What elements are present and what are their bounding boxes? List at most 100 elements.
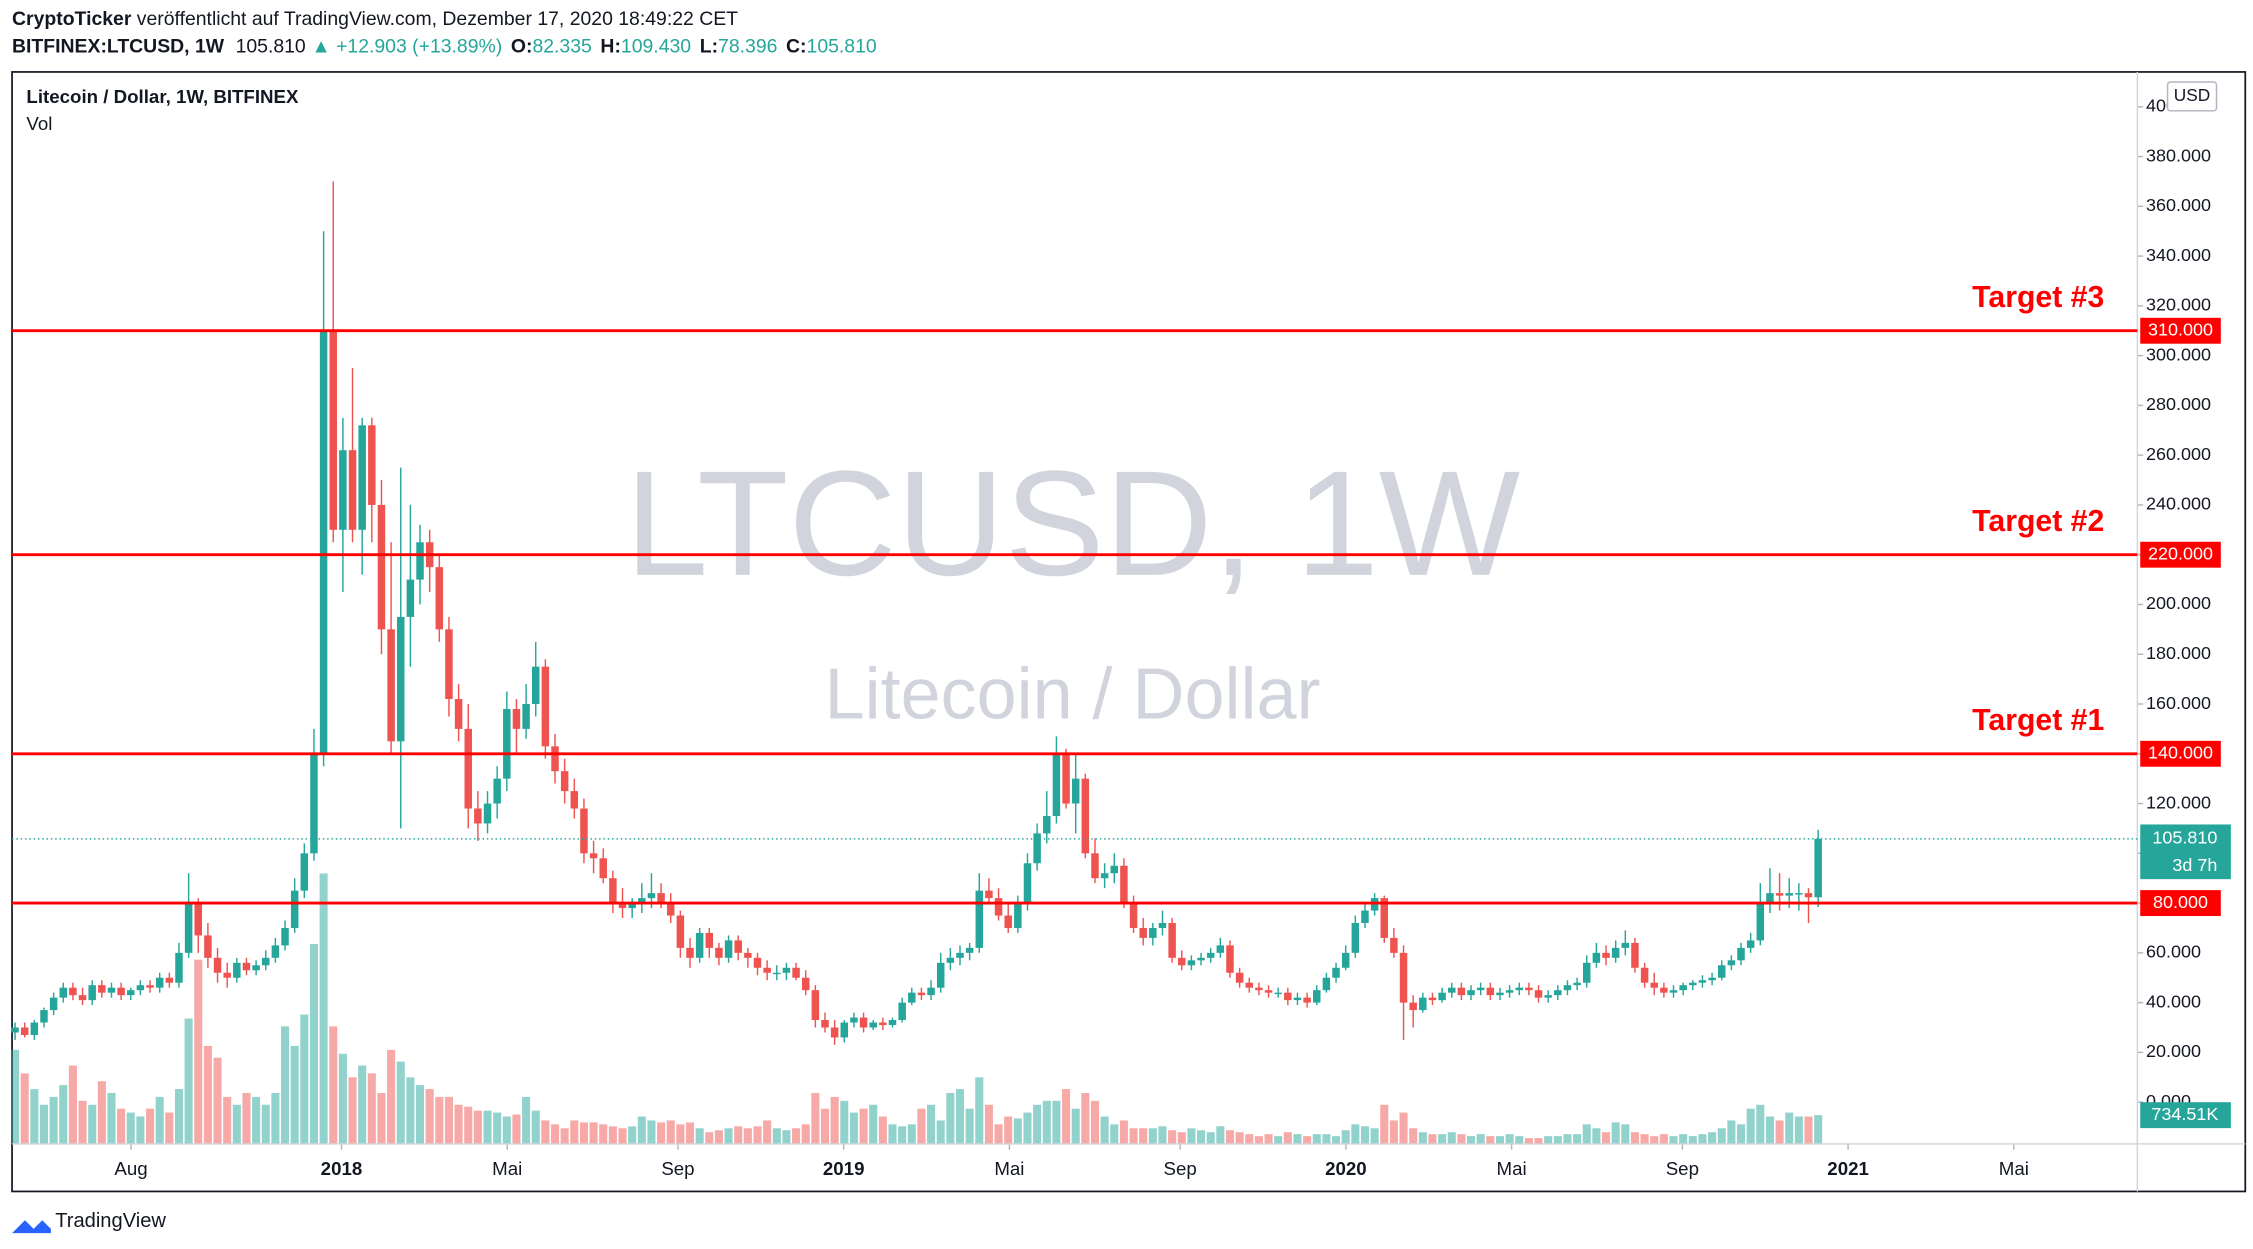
candle-body	[1120, 865, 1128, 904]
candle-body	[117, 987, 125, 996]
x-tick-label: Mai	[1497, 1158, 1527, 1179]
volume-bar	[666, 1120, 675, 1144]
candle-body	[1737, 947, 1745, 961]
currency-box[interactable]	[2166, 81, 2218, 112]
volume-bar	[473, 1110, 482, 1144]
candle-body	[859, 1017, 868, 1028]
candle-body	[1168, 922, 1176, 958]
volume-bar	[155, 1096, 164, 1144]
volume-bar	[1042, 1100, 1051, 1144]
volume-bar	[541, 1120, 550, 1144]
candle-body	[782, 967, 791, 973]
y-tick-label: 160.000	[2146, 693, 2211, 713]
volume-bar	[1187, 1128, 1196, 1144]
candle-body	[1515, 987, 1523, 991]
candle-body	[1255, 987, 1263, 991]
volume-bar	[734, 1126, 743, 1144]
volume-bar	[522, 1096, 531, 1144]
candle-body	[1332, 967, 1340, 978]
candle-body	[1621, 942, 1630, 948]
level-label: 220.000	[2148, 543, 2213, 563]
candle-body	[946, 957, 955, 963]
volume-bar	[695, 1128, 704, 1144]
candle-body	[281, 927, 289, 946]
volume-bar	[782, 1130, 791, 1144]
volume-bar	[1457, 1134, 1466, 1144]
chart-title: Litecoin / Dollar, 1W, BITFINEX	[26, 86, 299, 107]
candle-body	[1274, 992, 1282, 995]
volume-bar	[194, 959, 203, 1144]
volume-bar	[1669, 1136, 1678, 1144]
c-label: C:	[786, 36, 806, 58]
volume-bar	[946, 1092, 955, 1144]
volume-bar	[608, 1126, 617, 1144]
candle-body	[1496, 992, 1504, 996]
volume-bar	[223, 1096, 232, 1144]
candle-body	[1448, 987, 1456, 993]
candle-body	[1361, 910, 1369, 923]
volume-bar	[1399, 1112, 1408, 1144]
volume-bar	[174, 1089, 184, 1144]
candle-body	[1679, 985, 1687, 991]
candle-body	[1804, 893, 1813, 898]
candle-body	[11, 1027, 19, 1033]
candle-body	[184, 903, 193, 953]
candle-body	[1486, 987, 1495, 996]
volume-bar	[406, 1077, 415, 1144]
candle-body	[1284, 992, 1292, 1001]
candle-body	[40, 1010, 48, 1023]
volume-bar	[657, 1122, 666, 1144]
candle-body	[1438, 992, 1446, 1001]
volume-bar	[338, 1053, 347, 1144]
volume-bar	[714, 1130, 723, 1144]
volume-bar	[531, 1110, 540, 1144]
change: ▲ +12.903 (+13.89%)	[311, 36, 502, 58]
volume-bar	[1621, 1124, 1630, 1144]
candle-body	[127, 990, 135, 996]
candle-body	[454, 699, 463, 729]
candle-body	[1226, 945, 1234, 973]
candle-body	[1573, 982, 1581, 986]
candle-body	[917, 992, 926, 996]
candle-body	[1206, 952, 1215, 958]
candle-body	[1689, 982, 1697, 986]
volume-bar	[59, 1085, 68, 1144]
candle-body	[773, 972, 781, 975]
volume-bar	[676, 1124, 685, 1144]
volume-bar	[1274, 1136, 1283, 1144]
y-tick-label: 320.000	[2146, 295, 2211, 315]
last-volume-label: 734.51K	[2151, 1104, 2218, 1124]
volume-bar	[955, 1089, 965, 1144]
level-tag	[2140, 890, 2221, 917]
volume-bar	[1245, 1134, 1254, 1144]
y-tick-label: 40.000	[2146, 991, 2201, 1011]
x-tick-label: Sep	[1666, 1158, 1699, 1179]
volume-bar	[1573, 1134, 1582, 1144]
volume-bar	[348, 1077, 357, 1144]
x-tick-label: 2020	[1325, 1158, 1367, 1179]
volume-bar	[300, 1014, 309, 1144]
candle-body	[1583, 962, 1591, 983]
volume-bar	[1524, 1138, 1533, 1144]
candle-body	[1293, 997, 1302, 1001]
candle-body	[1052, 753, 1061, 816]
h-label: H:	[600, 36, 620, 58]
volume-bar	[1004, 1116, 1013, 1144]
candle-body	[377, 504, 386, 630]
candle-body	[503, 708, 511, 779]
y-tick-label: 200.000	[2146, 593, 2211, 613]
volume-bar	[1235, 1132, 1244, 1144]
candle-body	[493, 778, 501, 804]
volume-bar	[859, 1108, 868, 1144]
symbol-line: BITFINEX:LTCUSD, 1W 105.810 ▲ +12.903 (+13…	[12, 36, 877, 58]
volume-bar	[309, 944, 318, 1144]
volume-bar	[1380, 1104, 1389, 1144]
volume-bar	[1351, 1124, 1360, 1144]
candle-body	[98, 985, 106, 993]
brand-logo	[12, 1220, 51, 1234]
volume-bar	[975, 1077, 984, 1144]
volume-bar	[1630, 1132, 1639, 1144]
candle-body	[580, 808, 588, 854]
level-label: 310.000	[2148, 319, 2213, 339]
